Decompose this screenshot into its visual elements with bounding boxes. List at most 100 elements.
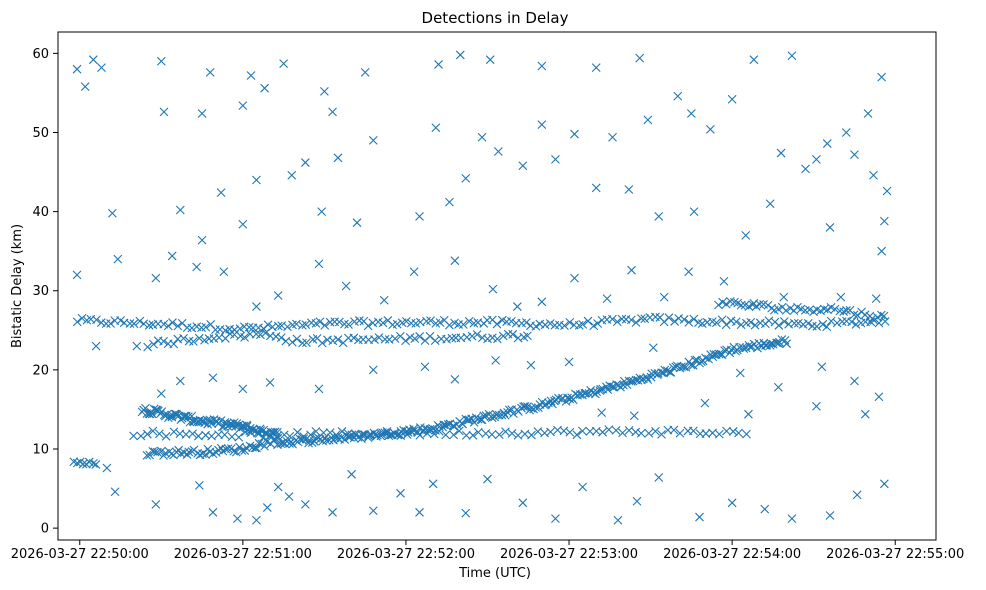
track-marker-band-24km — [328, 336, 338, 346]
track-marker-band-26km — [717, 315, 727, 325]
scatter-marker — [822, 139, 832, 148]
track-marker-ascending-track — [745, 342, 755, 352]
track-marker-ascending-track — [592, 387, 602, 397]
track-marker-band-8km — [78, 459, 88, 469]
scatter-marker — [624, 185, 634, 194]
track-marker-band-12km — [136, 431, 146, 441]
track-marker-band-26km — [144, 320, 154, 330]
track-marker-band-24km — [323, 335, 332, 345]
track-marker-band-26km — [637, 314, 646, 323]
track-marker-band-26km — [721, 320, 731, 330]
track-marker-band-12km — [409, 426, 419, 436]
scatter-marker — [608, 132, 617, 142]
scatter-marker — [420, 362, 430, 372]
track-marker-band-26km — [779, 317, 789, 326]
track-marker-band-12km — [343, 429, 353, 439]
track-marker-band-26km — [215, 325, 225, 334]
track-marker-band-12km — [644, 428, 654, 438]
track-marker-ascending-track — [596, 384, 606, 394]
x-tick-label: 2026-03-27 22:55:00 — [826, 547, 964, 562]
track-marker-band-12km — [631, 427, 641, 437]
track-marker-band-26km — [608, 314, 617, 324]
scatter-marker — [648, 343, 658, 353]
track-marker-band-28km — [860, 310, 870, 320]
scatter-marker — [396, 488, 405, 498]
track-marker-ascending-track — [476, 415, 486, 424]
track-marker-ascending-track — [681, 362, 691, 372]
track-marker-band-12km — [259, 432, 269, 442]
track-marker-ascending-track — [650, 368, 660, 378]
track-marker-descending-track — [207, 419, 217, 429]
track-marker-lower-track — [157, 446, 166, 456]
scatter-marker — [860, 409, 870, 419]
scatter-marker — [347, 469, 356, 479]
track-marker-band-24km — [374, 333, 384, 342]
track-marker-band-26km — [851, 320, 861, 329]
scatter-marker — [760, 504, 770, 514]
scatter-marker — [877, 246, 887, 256]
track-marker-band-12km — [246, 428, 256, 438]
track-marker-band-12km — [565, 427, 575, 437]
track-marker-band-12km — [507, 428, 517, 438]
scatter-marker — [252, 175, 261, 185]
scatter-marker — [151, 500, 161, 509]
track-marker-band-24km — [200, 335, 209, 345]
scatter-marker — [695, 512, 704, 522]
track-marker-band-26km — [135, 316, 145, 326]
track-marker-lower-track — [237, 446, 247, 455]
track-marker-band-24km — [245, 329, 255, 339]
track-marker-ascending-track — [276, 439, 286, 449]
track-marker-band-26km — [187, 323, 197, 333]
track-marker-band-12km — [148, 426, 158, 436]
track-marker-lower-track — [254, 438, 264, 448]
track-marker-band-12km — [468, 430, 478, 440]
track-marker-band-26km — [101, 319, 111, 328]
track-marker-band-26km — [173, 321, 183, 331]
track-marker-band-26km — [125, 319, 135, 328]
scatter-marker — [175, 376, 185, 386]
track-marker-descending-track — [197, 417, 207, 426]
track-marker-band-26km — [664, 313, 674, 323]
track-marker-band-12km — [578, 426, 587, 436]
track-marker-ascending-track — [519, 402, 528, 411]
scatter-marker — [208, 373, 218, 383]
scatter-marker — [219, 267, 229, 277]
track-marker-band-12km — [293, 427, 302, 437]
scatter-marker — [197, 235, 207, 245]
track-marker-band-24km — [410, 334, 420, 344]
scatter-marker — [428, 479, 438, 489]
track-marker-band-12km — [389, 428, 399, 438]
scatter-marker — [159, 107, 169, 117]
scatter-marker — [246, 71, 256, 80]
scatter-marker — [705, 124, 715, 134]
track-marker-band-12km — [422, 428, 432, 438]
scatter-marker — [156, 56, 166, 66]
track-marker-band-24km — [390, 334, 400, 344]
scatter-marker — [836, 292, 846, 302]
track-marker-ascending-track — [443, 419, 453, 429]
data-markers — [69, 50, 892, 525]
scatter-marker — [445, 197, 454, 207]
scatter-marker — [284, 492, 294, 501]
track-marker-band-24km — [333, 335, 343, 344]
track-marker-lower-track — [252, 443, 261, 453]
track-marker-band-12km — [382, 428, 392, 438]
track-marker-ascending-track — [531, 402, 541, 412]
track-marker-band-26km — [168, 318, 177, 327]
scatter-marker — [216, 188, 226, 198]
track-marker-ascending-track — [321, 436, 331, 445]
y-tick-label: 20 — [32, 363, 49, 378]
track-marker-descending-track — [165, 411, 174, 421]
scatter-marker — [564, 357, 574, 367]
track-marker-ascending-track — [487, 413, 497, 423]
track-marker-band-28km — [842, 306, 851, 315]
scatter-marker — [167, 251, 177, 261]
track-marker-band-12km — [169, 427, 179, 437]
scatter-marker — [320, 86, 329, 96]
track-marker-lower-track — [260, 441, 269, 451]
track-marker-band-12km — [402, 430, 412, 440]
track-marker-band-12km — [728, 427, 738, 436]
scatter-marker — [850, 150, 859, 160]
track-marker-band-12km — [306, 430, 315, 440]
